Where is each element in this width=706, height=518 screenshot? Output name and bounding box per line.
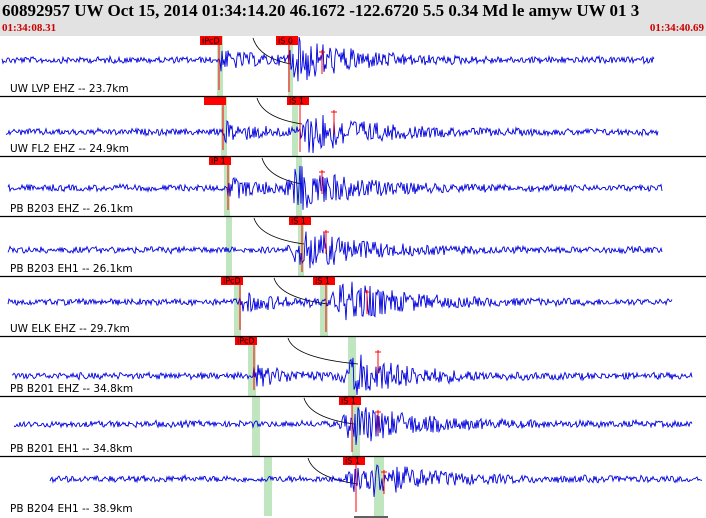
station-label: PB B204 EH1 -- 38.9km bbox=[10, 503, 133, 515]
travel-time-curve bbox=[256, 97, 303, 125]
p-pick-window bbox=[252, 396, 260, 456]
waveform-trace bbox=[5, 114, 659, 154]
s-pick-window bbox=[292, 96, 298, 156]
s-pick-window bbox=[374, 456, 384, 516]
p-pick-flag[interactable] bbox=[204, 96, 226, 105]
s-pick-label: iS 1 bbox=[289, 97, 304, 106]
p-pick-flag[interactable] bbox=[221, 276, 243, 285]
time-end-label: 01:34:40.69 bbox=[649, 22, 704, 34]
s-pick-flag[interactable] bbox=[313, 276, 335, 285]
travel-time-curve bbox=[287, 337, 359, 365]
p-pick-label: iPcD bbox=[237, 337, 255, 346]
p-pick-label: iP 1 bbox=[211, 157, 226, 166]
waveform-trace bbox=[1, 36, 655, 82]
s-pick-flag[interactable] bbox=[287, 96, 309, 105]
p-pick-window bbox=[226, 216, 232, 276]
s-pick-window bbox=[320, 276, 328, 336]
travel-time-curve bbox=[252, 37, 292, 65]
s-pick-label: iS 0 bbox=[278, 37, 293, 46]
station-label: PB B203 EH1 -- 26.1km bbox=[10, 263, 133, 275]
s-pick-window bbox=[352, 396, 360, 456]
p-pick-window bbox=[221, 96, 227, 156]
travel-time-curve bbox=[303, 397, 355, 425]
p-pick-window bbox=[224, 156, 230, 216]
station-label: UW ELK EHZ -- 29.7km bbox=[10, 323, 130, 335]
waveform-trace bbox=[7, 165, 663, 210]
travel-time-curve bbox=[253, 217, 305, 245]
station-label: UW FL2 EHZ -- 24.9km bbox=[10, 143, 129, 155]
station-label: PB B201 EHZ -- 34.8km bbox=[10, 383, 133, 395]
s-pick-label: iS 1 bbox=[315, 277, 330, 286]
p-pick-window bbox=[234, 276, 241, 336]
s-pick-flag[interactable] bbox=[276, 36, 298, 45]
p-pick-label: iPcD bbox=[223, 277, 241, 286]
s-pick-label: iS 1 bbox=[291, 217, 306, 226]
waveform-trace bbox=[7, 231, 663, 269]
time-start-label: 01:34:08.31 bbox=[2, 22, 57, 34]
station-label: UW LVP EHZ -- 23.7km bbox=[10, 83, 129, 95]
s-pick-label: iS 1 bbox=[345, 457, 360, 466]
p-pick-flag[interactable] bbox=[209, 156, 231, 165]
event-title: 60892957 UW Oct 15, 2014 01:34:14.20 46.… bbox=[2, 1, 640, 20]
travel-time-curve bbox=[273, 277, 329, 305]
station-label: PB B201 EH1 -- 34.8km bbox=[10, 443, 133, 455]
p-pick-label: iPcD bbox=[202, 37, 220, 46]
s-pick-label: iS 1 bbox=[341, 397, 356, 406]
waveform-trace bbox=[49, 464, 703, 497]
event-header: 60892957 UW Oct 15, 2014 01:34:14.20 46.… bbox=[0, 0, 706, 36]
station-label: PB B203 EHZ -- 26.1km bbox=[10, 203, 133, 215]
p-pick-window bbox=[217, 36, 223, 96]
p-pick-window bbox=[264, 456, 272, 516]
s-pick-flag[interactable] bbox=[289, 216, 311, 225]
s-pick-flag[interactable] bbox=[343, 456, 365, 465]
p-pick-flag[interactable] bbox=[200, 36, 222, 45]
waveform-plot[interactable]: iPcD iS 0 iS 1 iP 1 iS 1 iPcD iS 1 iPcD iS 1 iS 1… bbox=[0, 36, 706, 518]
waveform-trace bbox=[11, 354, 693, 396]
waveform-trace bbox=[13, 407, 693, 445]
p-pick-window bbox=[248, 336, 256, 396]
p-pick-flag[interactable] bbox=[235, 336, 257, 345]
s-pick-window bbox=[298, 216, 304, 276]
waveform-trace bbox=[7, 281, 673, 321]
s-pick-flag[interactable] bbox=[339, 396, 361, 405]
